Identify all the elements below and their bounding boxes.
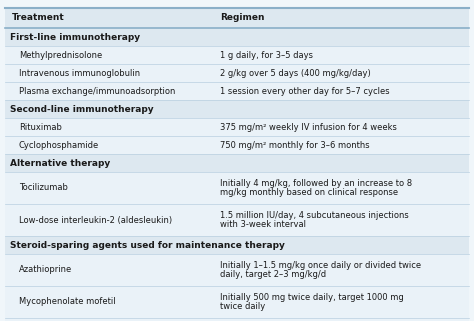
Bar [5, 318, 469, 321]
Text: 1.5 million IU/day, 4 subcutaneous injections: 1.5 million IU/day, 4 subcutaneous injec… [220, 211, 409, 220]
Text: Azathioprine: Azathioprine [19, 265, 72, 274]
Text: Methylprednisolone: Methylprednisolone [19, 50, 102, 59]
Bar [5, 118, 469, 136]
Bar [5, 8, 469, 28]
Bar [5, 236, 469, 254]
Bar [5, 28, 469, 46]
Text: Initially 1–1.5 mg/kg once daily or divided twice: Initially 1–1.5 mg/kg once daily or divi… [220, 261, 421, 270]
Text: Plasma exchange/immunoadsorption: Plasma exchange/immunoadsorption [19, 86, 175, 96]
Text: 1 g daily, for 3–5 days: 1 g daily, for 3–5 days [220, 50, 313, 59]
Text: Low-dose interleukin-2 (aldesleukin): Low-dose interleukin-2 (aldesleukin) [19, 215, 172, 224]
Text: with 3-week interval: with 3-week interval [220, 220, 306, 229]
Bar [5, 286, 469, 318]
Text: twice daily: twice daily [220, 302, 265, 311]
Bar [5, 136, 469, 154]
Text: Rituximab: Rituximab [19, 123, 62, 132]
Text: Second-line immunotherapy: Second-line immunotherapy [10, 105, 154, 114]
Text: Treatment: Treatment [12, 13, 65, 22]
Bar [5, 154, 469, 172]
Text: First-line immunotherapy: First-line immunotherapy [10, 32, 140, 41]
Bar [5, 82, 469, 100]
Text: Steroid-sparing agents used for maintenance therapy: Steroid-sparing agents used for maintena… [10, 240, 285, 249]
Text: Initially 4 mg/kg, followed by an increase to 8: Initially 4 mg/kg, followed by an increa… [220, 179, 412, 188]
Text: Intravenous immunoglobulin: Intravenous immunoglobulin [19, 68, 140, 77]
Text: daily, target 2–3 mg/kg/d: daily, target 2–3 mg/kg/d [220, 270, 326, 279]
Text: Initially 500 mg twice daily, target 1000 mg: Initially 500 mg twice daily, target 100… [220, 293, 404, 302]
Text: 375 mg/m² weekly IV infusion for 4 weeks: 375 mg/m² weekly IV infusion for 4 weeks [220, 123, 397, 132]
Bar [5, 46, 469, 64]
Text: 1 session every other day for 5–7 cycles: 1 session every other day for 5–7 cycles [220, 86, 390, 96]
Text: mg/kg monthly based on clinical response: mg/kg monthly based on clinical response [220, 188, 398, 197]
Text: 2 g/kg over 5 days (400 mg/kg/day): 2 g/kg over 5 days (400 mg/kg/day) [220, 68, 371, 77]
Bar [5, 64, 469, 82]
Bar [5, 254, 469, 286]
Text: Regimen: Regimen [220, 13, 264, 22]
Bar [5, 100, 469, 118]
Text: 750 mg/m² monthly for 3–6 months: 750 mg/m² monthly for 3–6 months [220, 141, 370, 150]
Bar [5, 172, 469, 204]
Text: Cyclophosphamide: Cyclophosphamide [19, 141, 99, 150]
Text: Alternative therapy: Alternative therapy [10, 159, 110, 168]
Text: Tocilizumab: Tocilizumab [19, 184, 68, 193]
Text: Mycophenolate mofetil: Mycophenolate mofetil [19, 298, 116, 307]
Bar [5, 204, 469, 236]
